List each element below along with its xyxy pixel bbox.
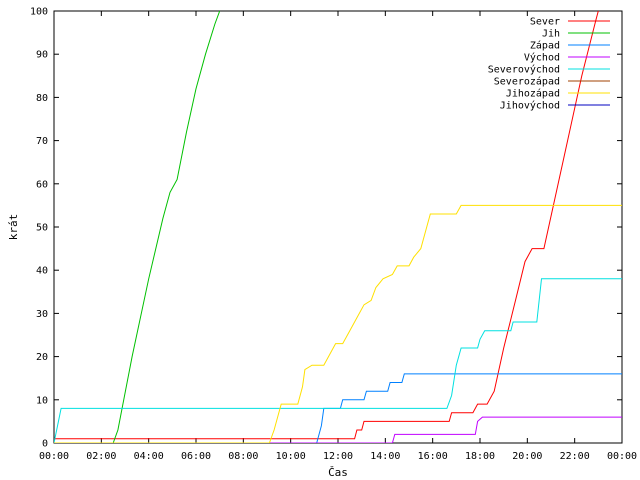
x-tick-label: 10:00 <box>276 451 306 462</box>
legend-label-0: Sever <box>530 17 560 28</box>
legend-label-4: Severovýchod <box>488 64 560 76</box>
y-tick-label: 40 <box>36 266 48 277</box>
legend-label-6: Jihozápad <box>506 88 560 100</box>
series-line-4 <box>54 278 622 443</box>
series-line-6 <box>54 204 622 443</box>
y-tick-label: 60 <box>36 179 48 190</box>
x-tick-label: 22:00 <box>560 451 590 462</box>
plot-area: 0 10 20 30 40 50 60 70 80 90 100 00:00 02:00 04:00 06:… <box>30 7 637 463</box>
series-line-1 <box>54 11 221 443</box>
legend-label-5: Severozápad <box>494 76 560 88</box>
legend-label-1: Jih <box>542 29 560 40</box>
y-tick-label: 20 <box>36 352 48 363</box>
x-tick-label: 04:00 <box>134 451 164 462</box>
y-tick-label: 0 <box>42 439 48 450</box>
y-tick-label: 80 <box>36 93 48 104</box>
legend-label-3: Východ <box>524 52 560 64</box>
y-tick-label: 100 <box>30 7 48 18</box>
y-axis-label: krát <box>7 214 20 241</box>
x-tick-label: 02:00 <box>86 451 116 462</box>
y-tick-label: 90 <box>36 50 48 61</box>
y-tick-label: 30 <box>36 309 48 320</box>
x-tick-label: 06:00 <box>181 451 211 462</box>
x-tick-label: 12:00 <box>323 451 353 462</box>
legend-label-7: Jihovýchod <box>500 100 560 112</box>
x-tick-label: 16:00 <box>418 451 448 462</box>
x-tick-label: 18:00 <box>465 451 495 462</box>
x-tick-label: 14:00 <box>370 451 400 462</box>
y-tick-label: 70 <box>36 136 48 147</box>
legend-label-2: Západ <box>530 40 560 52</box>
series-line-0 <box>54 11 599 440</box>
series-line-3 <box>54 416 622 443</box>
x-tick-label: 00:00 <box>607 451 637 462</box>
x-tick-label: 00:00 <box>39 451 69 462</box>
y-tick-label: 10 <box>36 395 48 406</box>
x-axis-label: Čas <box>328 466 348 479</box>
series-line-2 <box>54 373 622 443</box>
x-tick-label: 08:00 <box>228 451 258 462</box>
x-tick-label: 20:00 <box>512 451 542 462</box>
y-tick-label: 50 <box>36 223 48 234</box>
